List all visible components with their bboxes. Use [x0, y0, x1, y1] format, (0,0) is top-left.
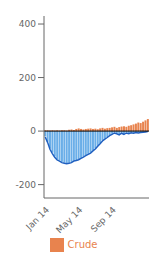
svg-text:-200: -200 [16, 180, 37, 190]
svg-text:Jan 14: Jan 14 [23, 205, 51, 233]
html-text:Crude: Crude [67, 239, 98, 250]
svg-text:May 14: May 14 [54, 205, 85, 236]
svg-text:0: 0 [30, 126, 36, 136]
svg-text:400: 400 [19, 19, 36, 29]
svg-text:Sep 14: Sep 14 [89, 205, 118, 234]
svg-text:200: 200 [19, 73, 36, 83]
